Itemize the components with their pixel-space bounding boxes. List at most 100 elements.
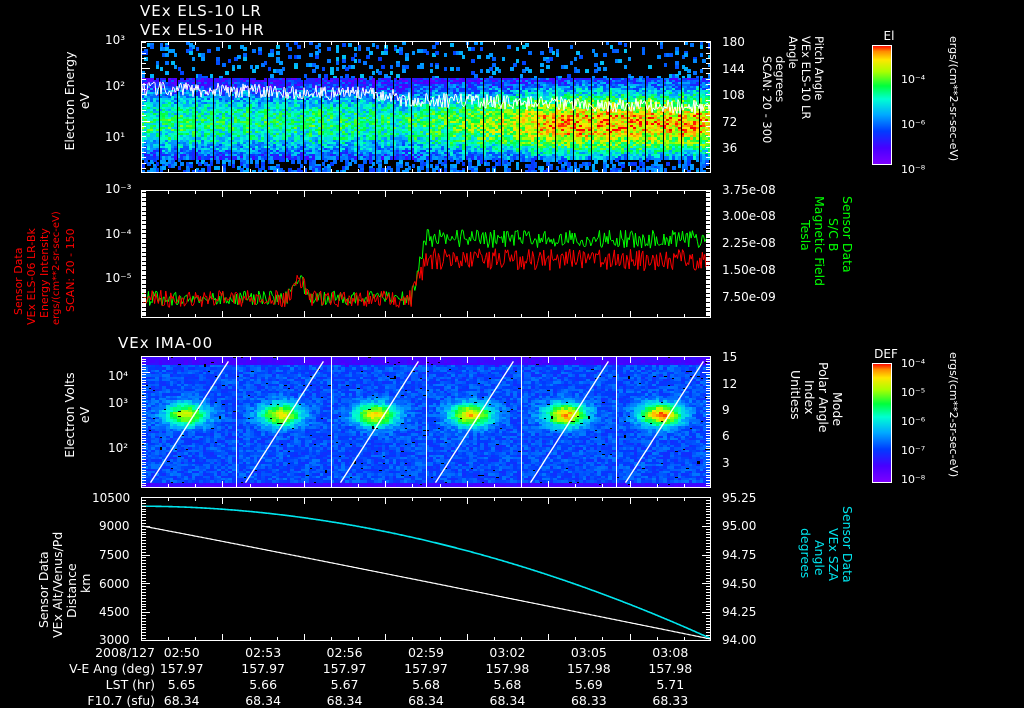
colorbar2-tick-4: 10⁻⁸ (901, 473, 926, 486)
panel4-left-label-line3: Distance (64, 563, 79, 618)
panel2-left-axis-label: Sensor Data VEx ELS-06 LR-Bk Energy Inte… (12, 190, 77, 325)
panel2-ytick-2: 10⁻⁵ (105, 271, 132, 285)
panel2-left-label-line3: Energy Intensity (38, 228, 51, 318)
panel1-right-axis-label: Pitch Angle VEx ELS-10 LR Angle degrees … (760, 36, 827, 186)
annot-value-r2-c3: 68.34 (408, 693, 444, 708)
panel4-ytick-3: 6000 (99, 577, 130, 591)
colorbar1-gradient (872, 45, 892, 165)
panel4-right-label-line4: degrees (798, 528, 813, 579)
panel4-left-label-line4: km (78, 573, 93, 593)
panel1-right-label-line2: VEx ELS-10 LR (799, 36, 813, 120)
panel1-ytick-2: 10¹ (105, 130, 126, 144)
panel4-right-axis-label: Sensor Data VEx SZA Angle degrees (798, 500, 856, 640)
annot-value-r1-c5: 5.69 (574, 677, 603, 692)
panel4-ytick-r4: 94.25 (722, 605, 757, 619)
panel3-ytick-0: 10⁴ (108, 369, 129, 383)
annot-row-label-0: V-E Ang (deg) (69, 661, 155, 676)
annot-value-r0-c1: 157.97 (241, 661, 286, 676)
panel1-ytick-r4: 36 (722, 141, 738, 155)
panel1-ytick-r2: 108 (722, 88, 745, 102)
panel3-ytick-r4: 3 (722, 456, 730, 470)
panel1-title-hr: VEx ELS-10 HR (140, 21, 265, 39)
panel2-ytick-0: 10⁻³ (105, 182, 132, 196)
panel2-right-label-line4: Tesla (798, 220, 813, 251)
panel4-ytick-0: 10500 (92, 491, 131, 505)
panel3-plot-area[interactable] (141, 356, 711, 488)
time-tick-label-0: 02:50 (163, 645, 200, 660)
panel4-plot-area[interactable] (141, 497, 711, 641)
panel2-ytick-r1: 3.00e-08 (722, 209, 776, 223)
panel4-ytick-r1: 95.00 (722, 519, 757, 533)
panel1-ytick-r3: 72 (722, 115, 738, 129)
panel3-ytick-1: 10³ (108, 396, 129, 410)
panel2-ytick-r0: 3.75e-08 (722, 183, 776, 197)
panel1-right-label-line3: Angle (786, 36, 800, 69)
annot-value-r1-c3: 5.68 (412, 677, 440, 692)
panel2-right-label-line1: Sensor Data (840, 196, 855, 273)
annot-value-r0-c3: 157.97 (404, 661, 448, 676)
panel3-right-axis-label: Mode Polar Angle Index Unitless (788, 358, 846, 488)
panel2-left-label-line5: SCAN: 20 - 150 (64, 228, 77, 312)
panel1-right-label-line5: SCAN: 20 - 300 (760, 56, 774, 144)
panel1-title-lr: VEx ELS-10 LR (140, 2, 262, 20)
time-tick-label-5: 03:05 (570, 645, 607, 660)
panel4-left-axis-label: Sensor Data VEx Alt/Venus/Pd Distance km (36, 498, 93, 638)
panel2-left-label-line1: Sensor Data (12, 247, 25, 315)
time-tick-label-2: 02:56 (326, 645, 363, 660)
panel3-right-label-line2: Polar Angle (816, 362, 831, 433)
colorbar2-tick-3: 10⁻⁷ (901, 444, 926, 457)
panel4-ytick-2: 7500 (99, 548, 130, 562)
time-tick-label-3: 02:59 (407, 645, 445, 660)
annot-value-r1-c1: 5.66 (249, 677, 278, 692)
panel1-left-axis-label-line2: eV (77, 92, 92, 110)
panel2-ytick-r2: 2.25e-08 (722, 236, 776, 250)
panel1-ytick-0: 10³ (105, 33, 126, 47)
panel1-ytick-r1: 144 (722, 62, 745, 76)
colorbar1-units-text: ergs/(cm**2-sr-sec-eV) (947, 36, 960, 162)
panel2-left-label-line2: VEx ELS-06 LR-Bk (25, 228, 38, 325)
panel4-right-label-line3: Angle (812, 540, 827, 576)
panel2-ytick-r4: 7.50e-09 (722, 290, 776, 304)
panel3-ytick-r2: 9 (722, 403, 730, 417)
annot-value-r1-c6: 5.71 (656, 677, 685, 692)
annot-row-label-2: F10.7 (sfu) (87, 693, 155, 708)
panel1-ytick-r0: 180 (722, 35, 745, 49)
panel4-ytick-4: 4500 (99, 605, 130, 619)
panel1-plot-area[interactable] (141, 41, 711, 173)
annot-value-r1-c2: 5.67 (330, 677, 359, 692)
time-tick-label-4: 03:02 (489, 645, 526, 660)
panel4-left-label-line2: VEx Alt/Venus/Pd (50, 531, 65, 638)
panel3-ytick-r1: 12 (722, 377, 738, 391)
panel2-plot-area[interactable] (141, 190, 711, 318)
annot-value-r2-c0: 68.34 (163, 693, 200, 708)
panel4-ytick-r5: 94.00 (722, 633, 757, 647)
annot-value-r0-c4: 157.98 (485, 661, 530, 676)
annot-value-r2-c6: 68.33 (652, 693, 689, 708)
panel3-right-label-line3: Index (802, 380, 817, 415)
panel4-ytick-5: 3000 (99, 633, 130, 647)
panel4-right-label-line2: VEx SZA (826, 528, 841, 581)
panel2-right-label-line3: Magnetic Field (812, 196, 827, 287)
annot-value-r1-c4: 5.68 (493, 677, 522, 692)
panel3-ytick-r0: 15 (722, 350, 738, 364)
annot-value-r0-c5: 157.98 (566, 661, 611, 676)
colorbar1-tick-1: 10⁻⁶ (901, 118, 926, 131)
panel1-right-label-line1: Pitch Angle (812, 36, 826, 101)
panel3-ytick-r3: 6 (722, 429, 730, 443)
panel4-ytick-r3: 94.50 (722, 577, 757, 591)
annot-value-r2-c4: 68.34 (489, 693, 526, 708)
colorbar1-tick-2: 10⁻⁸ (901, 163, 926, 176)
panel3-left-axis-label-line2: eV (77, 406, 92, 424)
panel1-ytick-1: 10² (105, 79, 126, 93)
colorbar2-tick-2: 10⁻⁶ (901, 415, 926, 428)
colorbar2-gradient (872, 363, 892, 483)
annot-value-r2-c1: 68.34 (245, 693, 282, 708)
panel4-ytick-r2: 94.75 (722, 548, 757, 562)
panel4-ytick-r0: 95.25 (722, 491, 757, 505)
panel1-right-label-line4: degrees (773, 56, 787, 103)
colorbar2-title: DEF (874, 347, 898, 361)
panel4-right-label-line1: Sensor Data (840, 506, 855, 583)
annot-value-r0-c2: 157.97 (322, 661, 367, 676)
panel3-ytick-2: 10² (108, 441, 129, 455)
annot-value-r2-c5: 68.33 (570, 693, 607, 708)
